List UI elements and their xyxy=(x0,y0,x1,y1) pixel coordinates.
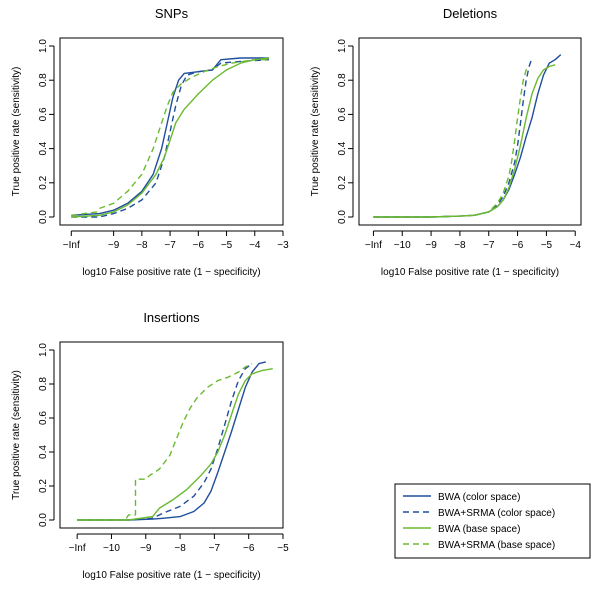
x-tick-label: −8 xyxy=(174,543,186,554)
y-tick-label: 0.0 xyxy=(337,210,348,224)
y-tick-label: 0.8 xyxy=(38,377,49,391)
legend-label: BWA (base space) xyxy=(438,524,520,535)
x-axis-label: log10 False positive rate (1 − specifici… xyxy=(381,267,559,278)
chart-title: Deletions xyxy=(443,6,498,21)
x-tick-label: −9 xyxy=(108,240,120,251)
series-line-bwa-srma-color-space xyxy=(77,363,253,521)
y-tick-label: 0.6 xyxy=(38,107,49,121)
y-tick-label: 0.6 xyxy=(38,411,49,425)
x-tick-label: −10 xyxy=(394,240,411,251)
y-tick-label: 0.8 xyxy=(337,73,348,87)
panel-deletions: Deletions −Inf −10 −9 −8 −7 −6 −5 −4 0.0 0.2 0.4 0.6… xyxy=(310,6,582,278)
panel-snps: SNPs −Inf −9 −8 −7 −6 −5 −4 −3 0.0 0.2 0.4 0.6 0.8 1.0… xyxy=(11,6,289,278)
series-line-bwa-base-space xyxy=(373,64,556,218)
x-axis-label: log10 False positive rate (1 − specifici… xyxy=(82,267,260,278)
x-axis-label: log10 False positive rate (1 − specifici… xyxy=(82,570,260,581)
plot-frame xyxy=(358,37,582,226)
plot-frame xyxy=(59,341,284,529)
y-tick-label: 0.2 xyxy=(38,479,49,493)
x-tick-label: −8 xyxy=(136,240,148,251)
series-line-bwa-srma-base-space xyxy=(71,59,269,216)
x-tick-label: −9 xyxy=(140,543,152,554)
x-tick-label: −5 xyxy=(541,240,553,251)
series-line-bwa-color-space xyxy=(71,57,269,216)
chart-title: Insertions xyxy=(143,310,200,325)
y-tick-label: 1.0 xyxy=(38,39,49,53)
y-tick-label: 1.0 xyxy=(38,343,49,357)
series-line-bwa-base-space xyxy=(71,57,269,218)
y-axis-label: True positive rate (sensitivity) xyxy=(11,67,22,197)
y-axis-label: True positive rate (sensitivity) xyxy=(11,370,22,500)
x-tick-label: −5 xyxy=(221,240,233,251)
x-tick-label: −4 xyxy=(570,240,582,251)
y-tick-label: 0.2 xyxy=(337,175,348,189)
y-tick-label: 0.0 xyxy=(38,210,49,224)
y-tick-label: 0.4 xyxy=(337,141,348,155)
plot-frame xyxy=(59,37,284,226)
legend-label: BWA+SRMA (base space) xyxy=(438,540,555,551)
legend-label: BWA+SRMA (color space) xyxy=(438,508,555,519)
x-tick-label: −4 xyxy=(249,240,261,251)
y-tick-label: 0.8 xyxy=(38,73,49,87)
series-line-bwa-base-space xyxy=(77,368,273,521)
x-tick-label: −8 xyxy=(454,240,466,251)
y-tick-label: 0.6 xyxy=(337,107,348,121)
x-tick-label: −Inf xyxy=(365,240,382,251)
x-tick-label: −7 xyxy=(209,543,221,554)
series-line-bwa-srma-base-space xyxy=(77,362,253,521)
legend: BWA (color space) BWA+SRMA (color space) B… xyxy=(394,483,591,559)
legend-label: BWA (color space) xyxy=(438,492,520,503)
y-tick-label: 0.4 xyxy=(38,445,49,459)
x-tick-label: −6 xyxy=(512,240,524,251)
series-line-bwa-srma-base-space xyxy=(373,66,530,218)
y-tick-label: 0.4 xyxy=(38,141,49,155)
x-tick-label: −10 xyxy=(103,543,120,554)
series-line-bwa-srma-color-space xyxy=(373,57,533,218)
x-tick-label: −5 xyxy=(277,543,289,554)
series-line-bwa-color-space xyxy=(77,361,266,521)
x-tick-label: −7 xyxy=(164,240,176,251)
y-tick-label: 0.2 xyxy=(38,175,49,189)
x-tick-label: −6 xyxy=(193,240,205,251)
x-tick-label: −7 xyxy=(483,240,495,251)
x-tick-label: −3 xyxy=(277,240,289,251)
y-tick-label: 0.0 xyxy=(38,513,49,527)
x-tick-label: −9 xyxy=(425,240,437,251)
panel-insertions: Insertions −Inf −10 −9 −8 −7 −6 −5 0.0 0.2 0.4 0.6 0… xyxy=(11,310,289,581)
x-tick-label: −Inf xyxy=(63,240,80,251)
x-tick-label: −6 xyxy=(243,543,255,554)
series-line-bwa-color-space xyxy=(373,54,562,218)
y-tick-label: 1.0 xyxy=(337,39,348,53)
chart-title: SNPs xyxy=(155,6,189,21)
x-tick-label: −Inf xyxy=(69,543,86,554)
y-axis-label: True positive rate (sensitivity) xyxy=(310,67,321,197)
